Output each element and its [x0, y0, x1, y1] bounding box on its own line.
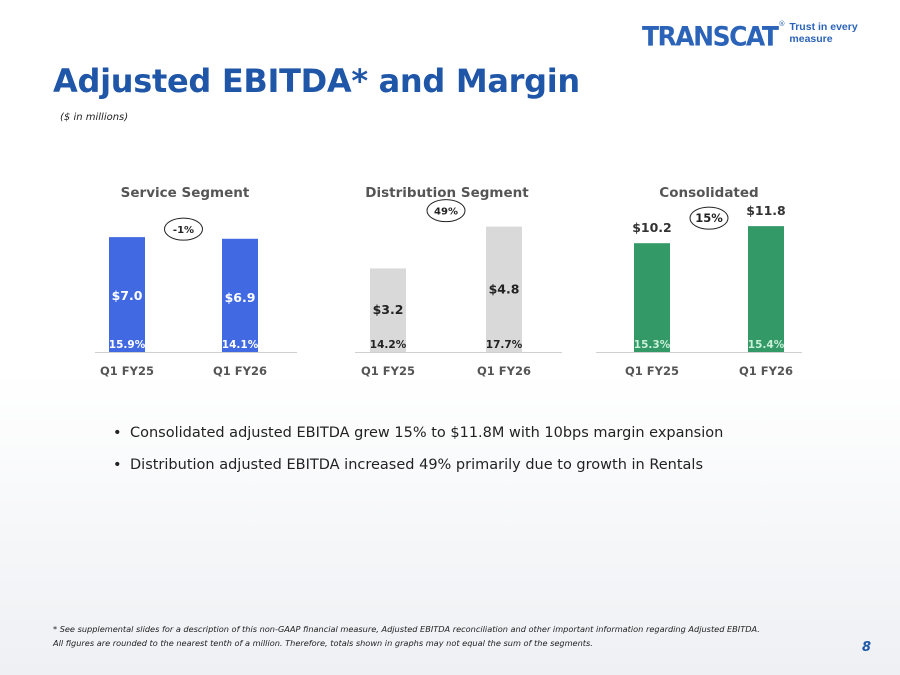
- transcat-logo: TRANSCAT ® Trust in every measure: [642, 20, 900, 50]
- distribution-segment-category-label-2: Q1 FY26: [477, 364, 531, 378]
- distribution-segment-bar-1: [370, 268, 406, 352]
- service-segment-category-label-2: Q1 FY26: [213, 364, 267, 378]
- distribution-segment-margin-label-1: 14.2%: [370, 339, 407, 351]
- distribution-segment-margin-label-2: 17.7%: [486, 339, 523, 351]
- service-segment-value-label-1: $7.0: [112, 288, 143, 303]
- page-title: Adjusted EBITDA* and Margin: [53, 62, 580, 100]
- consolidated-title: Consolidated: [659, 185, 758, 201]
- service-segment-margin-label-2: 14.1%: [222, 339, 259, 351]
- service-segment-bar-1: [109, 237, 145, 352]
- units-subtitle: ($ in millions): [60, 112, 129, 123]
- consolidated-category-label-1: Q1 FY25: [625, 364, 679, 378]
- bullet-consolidated: Consolidated adjusted EBITDA grew 15% to…: [113, 425, 723, 441]
- distribution-segment-value-label-1: $3.2: [373, 302, 404, 317]
- distribution-segment-bar-2: [486, 226, 522, 352]
- logo-registered-mark: ®: [778, 20, 786, 28]
- service-segment-change-label: -1%: [173, 225, 194, 236]
- consolidated-change-label: 15%: [695, 211, 723, 225]
- consolidated-category-label-2: Q1 FY26: [739, 364, 793, 378]
- footnote-line-2: All figures are rounded to the nearest t…: [53, 638, 593, 648]
- service-segment-title: Service Segment: [121, 185, 250, 201]
- footnote-line-1: * See supplemental slides for a descript…: [53, 624, 760, 634]
- page-number: 8: [862, 640, 872, 655]
- key-takeaways: Consolidated adjusted EBITDA grew 15% to…: [113, 425, 723, 489]
- footnote: * See supplemental slides for a descript…: [53, 622, 853, 650]
- service-segment-change-oval: [164, 217, 203, 241]
- service-segment-bar-2: [222, 238, 258, 352]
- consolidated-value-label-1: $10.2: [632, 220, 672, 235]
- distribution-segment-value-label-2: $4.8: [489, 281, 520, 296]
- distribution-segment-title: Distribution Segment: [365, 185, 529, 201]
- consolidated-value-label-2: $11.8: [746, 203, 786, 218]
- service-segment-margin-label-1: 15.9%: [109, 339, 146, 351]
- distribution-segment-change-label: 49%: [434, 207, 458, 218]
- consolidated-bar-2: [748, 226, 784, 352]
- consolidated-bar-1: [634, 243, 670, 352]
- consolidated-margin-label-1: 15.3%: [634, 339, 671, 351]
- consolidated-change-oval: [689, 206, 729, 230]
- service-segment-category-label-1: Q1 FY25: [100, 364, 154, 378]
- logo-wordmark: TRANSCAT: [642, 21, 779, 52]
- distribution-segment-change-oval: [426, 199, 466, 223]
- logo-tagline: Trust in every measure: [789, 21, 858, 45]
- ebitda-charts: Service Segment $7.0 15.9% Q1 FY25 $6.9 14.1%…: [95, 185, 802, 378]
- distribution-segment-category-label-1: Q1 FY25: [361, 364, 415, 378]
- service-segment-value-label-2: $6.9: [225, 290, 256, 305]
- bullet-distribution: Distribution adjusted EBITDA increased 4…: [113, 457, 723, 473]
- consolidated-margin-label-2: 15.4%: [748, 339, 785, 351]
